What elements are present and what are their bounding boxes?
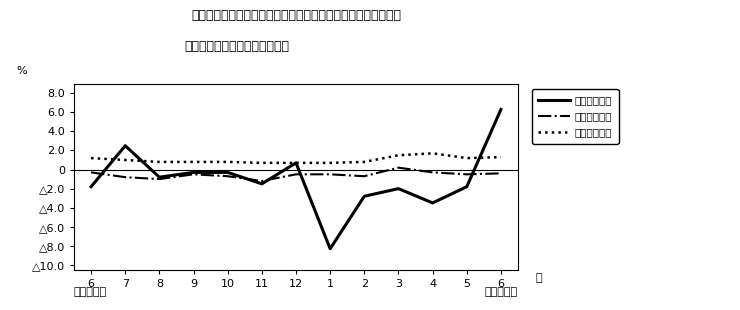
Text: 月: 月 bbox=[535, 272, 542, 282]
Text: %: % bbox=[16, 66, 27, 76]
Text: 第４図　賃金、労働時間、常用雇用指数　対前年同月比の推移: 第４図 賃金、労働時間、常用雇用指数 対前年同月比の推移 bbox=[191, 9, 401, 22]
Text: 平成２４年: 平成２４年 bbox=[485, 287, 518, 297]
Text: （規模５人以上　調査産業計）: （規模５人以上 調査産業計） bbox=[184, 40, 289, 53]
Legend: 現金給与総額, 総実労働時間, 常用雇用指数: 現金給与総額, 総実労働時間, 常用雇用指数 bbox=[532, 89, 619, 144]
Text: 平成２３年: 平成２３年 bbox=[74, 287, 107, 297]
